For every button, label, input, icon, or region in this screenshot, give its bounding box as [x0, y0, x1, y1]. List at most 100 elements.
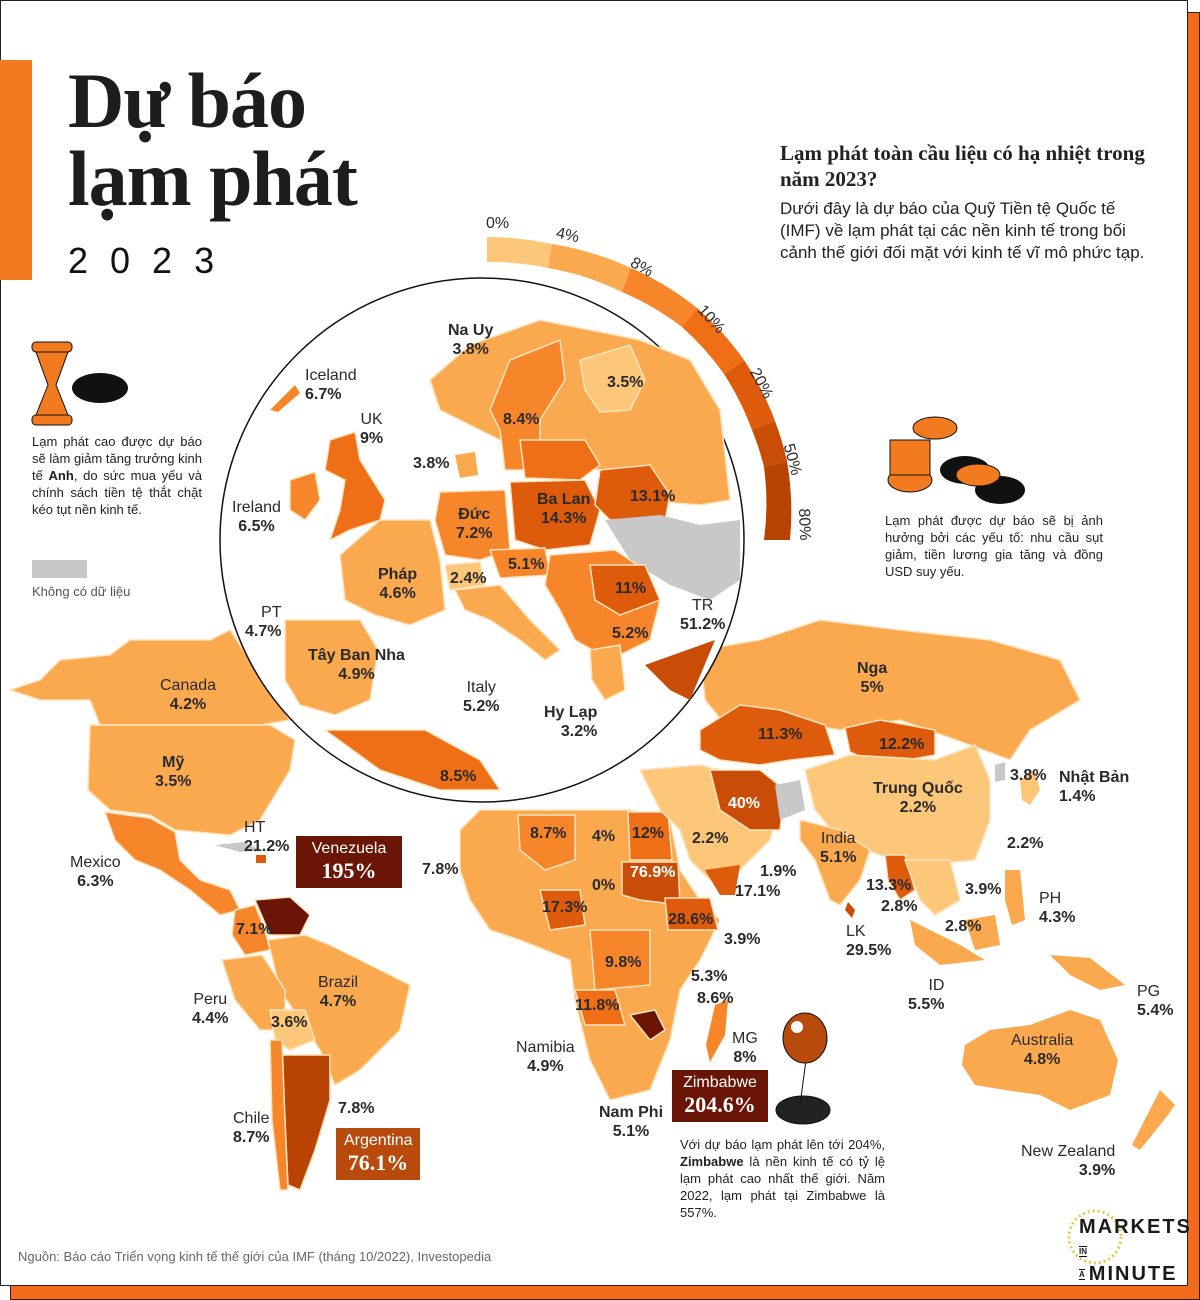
- label-ireland: Ireland 6.5%: [232, 499, 281, 535]
- region-borneo: [965, 915, 1000, 950]
- region-sudan: [621, 861, 681, 906]
- region-scandinavia: [429, 319, 731, 506]
- zimbabwe-note: Với dự báo lạm phát lên tới 204%, Zimbab…: [680, 1137, 885, 1220]
- region-denmark: [455, 452, 478, 478]
- hourglass-icon: [31, 341, 128, 426]
- label-mexico: Mexico 6.3%: [70, 854, 121, 890]
- label-brazil: Brazil 4.7%: [318, 974, 359, 1010]
- region-yemen: [705, 865, 740, 895]
- label-kenya: 5.3%: [691, 968, 728, 985]
- label-new-zealand: New Zealand 3.9%: [1021, 1143, 1116, 1179]
- label-myanmar: 13.3%: [866, 877, 912, 894]
- label-romania: 11%: [615, 580, 647, 597]
- region-drc: [589, 929, 651, 991]
- no-data-label: Không có dữ liệu: [32, 584, 131, 599]
- label-nam-phi: Nam Phi 5.1%: [599, 1104, 664, 1140]
- label-australia: Australia 4.8%: [1011, 1032, 1074, 1068]
- label-chile: Chile 8.7%: [233, 1110, 270, 1146]
- label-yemen: 17.1%: [735, 883, 781, 900]
- region-india: [799, 819, 871, 906]
- label-libya: 4%: [592, 828, 616, 845]
- label-lk: LK 29.5%: [846, 923, 892, 959]
- label-kazakhstan: 11.3%: [758, 726, 803, 743]
- label-uruguay: 7.8%: [338, 1100, 375, 1117]
- region-ethiopia: [664, 897, 719, 931]
- label-west-africa: 7.8%: [422, 861, 459, 878]
- accent-bar: [0, 60, 32, 280]
- region-turkey: [645, 640, 715, 700]
- title-line-1: Dự báo: [68, 57, 307, 144]
- label-hy-lap: Hy Lạp 3.2%: [544, 704, 598, 740]
- label-pg: PG 5.4%: [1137, 983, 1174, 1019]
- logo-dots-ring: [1067, 1209, 1123, 1265]
- region-indonesia: [910, 920, 985, 965]
- region-iran: [709, 769, 786, 831]
- intro-block: Lạm phát toàn cầu liệu có hạ nhiệt trong…: [780, 140, 1150, 264]
- label-algeria: 8.5%: [440, 768, 477, 785]
- label-malaysia: 2.8%: [945, 918, 982, 935]
- label-mongolia: 12.2%: [879, 736, 925, 753]
- scale-label-0: 0%: [486, 215, 510, 232]
- region-zimbabwe: [628, 1009, 666, 1042]
- region-romania: [589, 564, 661, 616]
- label-taiwan: 2.2%: [1007, 835, 1044, 852]
- label-korea: 3.8%: [1010, 767, 1047, 784]
- label-colombia: 7.1%: [236, 921, 273, 938]
- region-algeria-tunisia: [322, 729, 502, 791]
- label-oman: 1.9%: [760, 863, 797, 880]
- label-tay-ban-nha: Tây Ban Nha 4.9%: [308, 647, 405, 683]
- label-nga: Nga 5%: [857, 660, 888, 696]
- region-se-asia: [903, 859, 961, 916]
- label-duc: Đức 7.2%: [456, 506, 493, 542]
- label-iceland: Iceland 6.7%: [305, 367, 357, 403]
- label-thailand: 2.8%: [881, 898, 918, 915]
- region-venezuela: [253, 896, 311, 936]
- region-italy: [453, 584, 562, 661]
- region-philippines: [1005, 870, 1025, 925]
- label-ht: HT 21.2%: [244, 819, 290, 855]
- label-denmark: 3.8%: [413, 455, 450, 472]
- label-my: Mỹ 3.5%: [155, 754, 192, 790]
- region-usa: [87, 724, 296, 836]
- region-png: [1050, 955, 1125, 990]
- region-madagascar: [706, 1000, 728, 1062]
- inflation-color-scale: [487, 236, 792, 540]
- label-mozambique: 8.6%: [697, 990, 734, 1007]
- region-caribbean: [215, 842, 260, 852]
- label-bulgaria: 5.2%: [612, 625, 649, 642]
- label-somalia: 3.9%: [724, 931, 761, 948]
- region-germany: [434, 489, 511, 561]
- region-poland: [509, 479, 601, 551]
- intro-body: Dưới đây là dự báo của Quỹ Tiền tệ Quốc …: [780, 199, 1145, 262]
- region-iberia: [284, 619, 379, 716]
- label-nhat-ban: Nhật Bản 1.4%: [1059, 769, 1130, 805]
- region-korea: [995, 762, 1005, 782]
- label-india: India 5.1%: [820, 830, 857, 866]
- region-afghanistan: [775, 780, 805, 820]
- label-mg: MG 8%: [732, 1030, 758, 1066]
- region-nigeria: [539, 889, 586, 931]
- label-trung-quoc: Trung Quốc 2.2%: [873, 780, 963, 816]
- region-iceland: [270, 385, 300, 412]
- region-north-africa: [459, 809, 721, 1101]
- region-sri-lanka: [845, 902, 855, 918]
- source-text: Nguồn: Báo cáo Triển vọng kinh tế thế gi…: [18, 1249, 492, 1264]
- label-saudi: 2.2%: [692, 830, 729, 847]
- intro-heading: Lạm phát toàn cầu liệu có hạ nhiệt trong…: [780, 141, 1145, 191]
- region-mali: [517, 814, 576, 871]
- region-mongolia: [844, 719, 936, 766]
- label-egypt: 12%: [632, 825, 665, 842]
- label-bolivia: 3.6%: [271, 1014, 308, 1031]
- uk-note: Lạm phát cao được dự báo sẽ làm giảm tăn…: [32, 434, 202, 517]
- markets-in-a-minute-logo: MARKETS IN A MINUTE: [1079, 1216, 1192, 1285]
- label-id: ID 5.5%: [908, 977, 945, 1013]
- label-vietnam: 3.9%: [965, 881, 1002, 898]
- label-italy: Italy 5.2%: [463, 679, 500, 715]
- label-tr: TR 51.2%: [680, 597, 726, 633]
- callout-zimbabwe: Zimbabwe 204.6%: [672, 1070, 768, 1122]
- title-line-2: lạm phát: [68, 135, 358, 222]
- label-sudan: 76.9%: [630, 864, 676, 881]
- coins-note: Lạm phát được dự báo sẽ bị ảnh hưởng bởi…: [885, 513, 1103, 579]
- region-baltics: [519, 439, 601, 481]
